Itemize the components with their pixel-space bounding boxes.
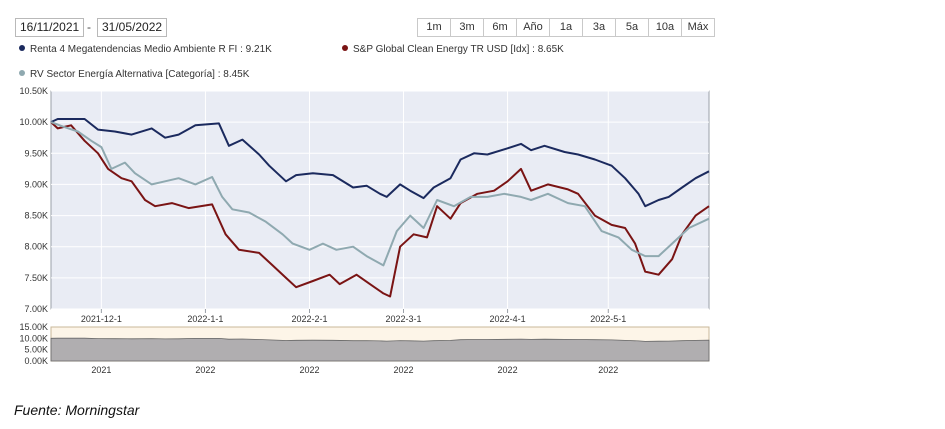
navigator-x-label: 2022 <box>195 365 215 375</box>
legend-marker-icon <box>19 45 25 52</box>
series-line-2 <box>50 121 710 267</box>
series-line-0 <box>50 118 710 208</box>
range-button-3m[interactable]: 3m <box>450 18 484 37</box>
range-selector: 1m 3m 6m Año 1a 3a 5a 10a Máx <box>417 18 715 37</box>
navigator-x-label: 2022 <box>393 365 413 375</box>
y-tick-label: 8.00K <box>24 242 48 252</box>
legend-item-sp-clean-energy[interactable]: S&P Global Clean Energy TR USD [Idx] : 8… <box>342 44 564 55</box>
x-tick-label: 2022-1-1 <box>187 314 223 324</box>
navigator-y-tick-label: 5.00K <box>24 345 48 355</box>
legend-label: RV Sector Energía Alternativa [Categoría… <box>30 69 250 80</box>
series-line-1 <box>50 121 710 298</box>
legend-marker-icon <box>342 45 348 52</box>
source-note: Fuente: Morningstar <box>14 402 140 418</box>
x-tick-label: 2022-2-1 <box>291 314 327 324</box>
end-date-input[interactable]: 31/05/2022 <box>97 18 168 37</box>
x-tick-label: 2022-3-1 <box>385 314 421 324</box>
x-tick-label: 2021-12-1 <box>81 314 122 324</box>
y-tick-label: 9.50K <box>24 148 48 158</box>
legend-marker-icon <box>19 70 25 77</box>
start-date-input[interactable]: 16/11/2021 <box>15 18 85 37</box>
y-tick-label: 7.00K <box>24 304 48 314</box>
navigator-x-label: 2022 <box>299 365 319 375</box>
legend-item-category[interactable]: RV Sector Energía Alternativa [Categoría… <box>19 69 249 80</box>
navigator-series <box>50 337 710 362</box>
legend-label: S&P Global Clean Energy TR USD [Idx] : 8… <box>353 44 564 55</box>
navigator-y-tick-label: 0.00K <box>24 356 48 366</box>
navigator-x-label: 2022 <box>498 365 518 375</box>
legend-item-renta4[interactable]: Renta 4 Megatendencias Medio Ambiente R … <box>19 44 272 55</box>
y-tick-label: 8.50K <box>24 211 48 221</box>
x-tick-label: 2022-4-1 <box>490 314 526 324</box>
range-button-3a[interactable]: 3a <box>582 18 616 37</box>
range-button-max[interactable]: Máx <box>681 18 715 37</box>
y-tick-label: 10.50K <box>19 86 48 96</box>
navigator-x-label: 2021 <box>91 365 111 375</box>
plot-area <box>50 90 710 310</box>
y-tick-label: 9.00K <box>24 179 48 189</box>
y-tick-label: 10.00K <box>19 117 48 127</box>
y-tick-label: 7.50K <box>24 273 48 283</box>
navigator-y-tick-label: 10.00K <box>19 333 48 343</box>
navigator-x-label: 2022 <box>598 365 618 375</box>
x-tick-label: 2022-5-1 <box>590 314 626 324</box>
range-button-5a[interactable]: 5a <box>615 18 649 37</box>
navigator-y-tick-label: 15.00K <box>19 322 48 332</box>
date-separator: - <box>87 20 91 34</box>
legend-label: Renta 4 Megatendencias Medio Ambiente R … <box>30 44 272 55</box>
